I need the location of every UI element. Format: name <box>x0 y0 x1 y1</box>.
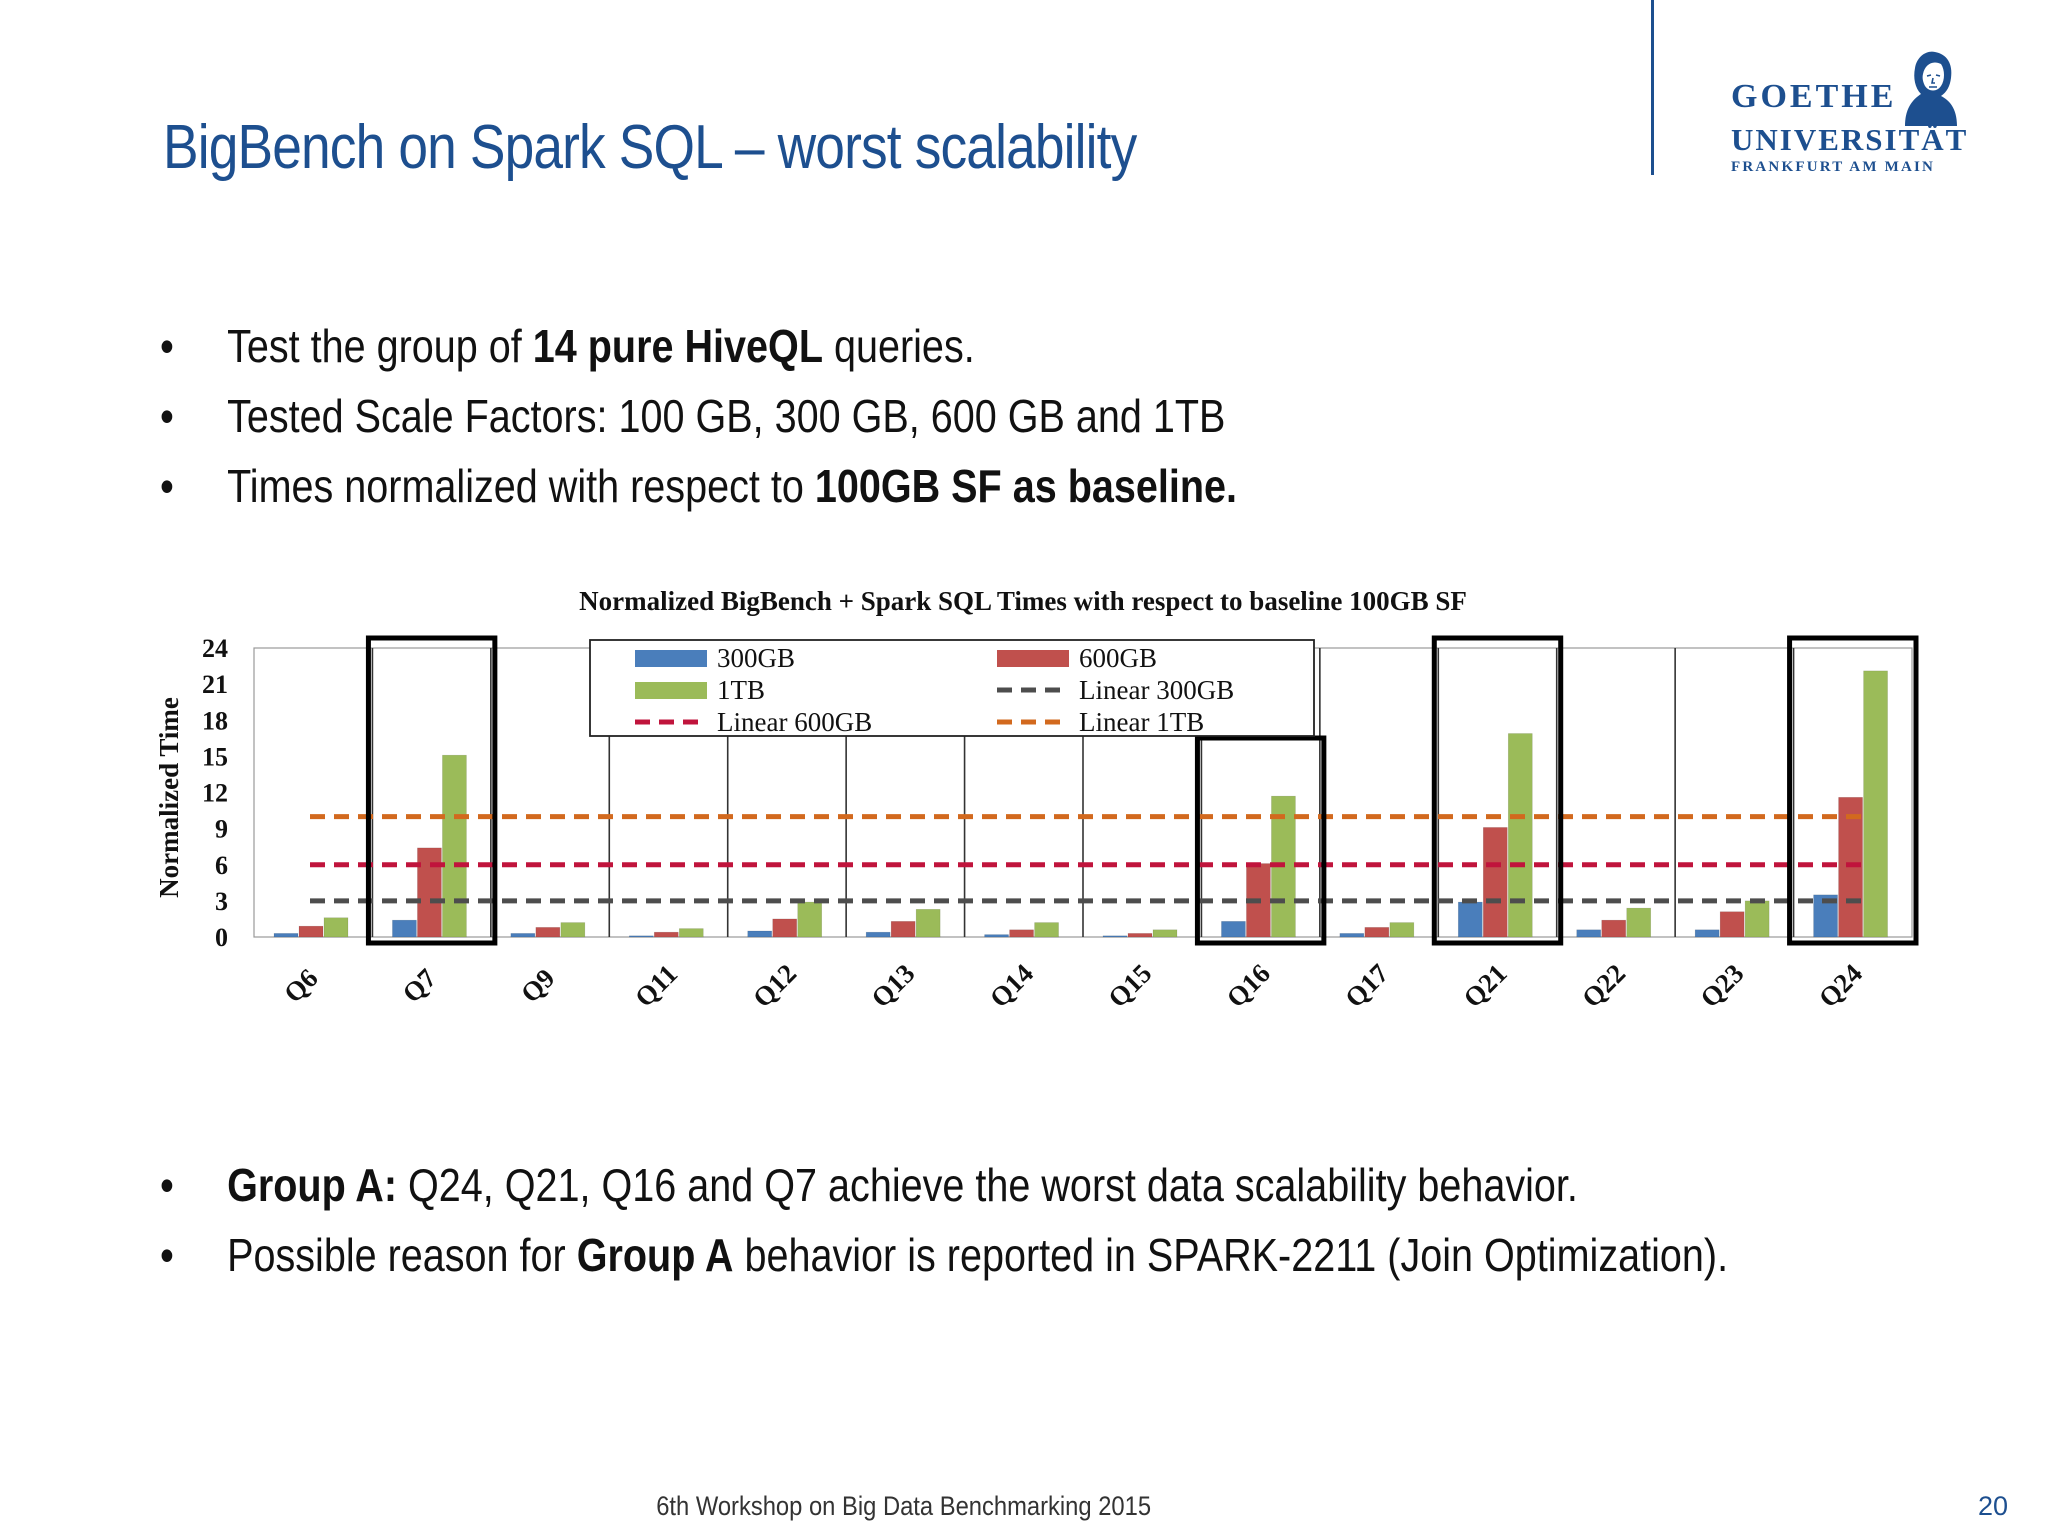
bar-1tb <box>1626 907 1652 938</box>
normalized-times-chart: Normalized BigBench + Spark SQL Times wi… <box>154 586 1919 1013</box>
bullet-item: Possible reason for Group A behavior is … <box>160 1220 1728 1290</box>
chart-title: Normalized BigBench + Spark SQL Times wi… <box>579 586 1467 616</box>
bar-300gb <box>984 934 1009 938</box>
x-tick-label: Q21 <box>1458 958 1513 1013</box>
bar-600gb <box>772 918 798 938</box>
bar-1tb <box>323 917 349 938</box>
bar-600gb <box>1719 911 1745 938</box>
bar-300gb <box>747 930 773 938</box>
bar-1tb <box>1744 900 1770 938</box>
bar-1tb <box>1152 929 1178 938</box>
slide-title: BigBench on Spark SQL – worst scalabilit… <box>163 113 1137 182</box>
x-tick-label: Q15 <box>1102 958 1157 1013</box>
bar-600gb <box>1009 929 1034 938</box>
legend-key-300gb <box>635 650 707 667</box>
bar-1tb <box>1034 922 1059 938</box>
footer-text: 6th Workshop on Big Data Benchmarking 20… <box>656 1491 1152 1521</box>
bullet-item: Group A: Q24, Q21, Q16 and Q7 achieve th… <box>160 1150 1728 1220</box>
x-tick-label: Q11 <box>629 959 683 1013</box>
bullet-item: Test the group of 14 pure HiveQL queries… <box>160 311 1237 381</box>
x-tick-label: Q16 <box>1221 958 1276 1013</box>
logo-line-universitaet: UNIVERSITÄT <box>1731 122 1969 157</box>
y-tick-label: 24 <box>202 634 228 663</box>
legend-key-1tb <box>635 682 707 699</box>
x-tick-label: Q23 <box>1694 958 1749 1013</box>
y-tick-label: 9 <box>215 815 228 844</box>
bar-1tb <box>678 928 704 938</box>
bullet-item: Times normalized with respect to 100GB S… <box>160 451 1237 521</box>
bullet-list-bottom: Group A: Q24, Q21, Q16 and Q7 achieve th… <box>160 1150 1983 1290</box>
legend-box <box>589 639 1315 737</box>
y-tick-label: 18 <box>202 706 228 735</box>
legend-label: 600GB <box>1079 643 1157 673</box>
x-tick-label: Q12 <box>747 958 802 1013</box>
bar-600gb <box>1364 927 1390 938</box>
legend-label: 1TB <box>717 675 765 705</box>
bar-1tb <box>1863 670 1888 938</box>
legend-label: Linear 300GB <box>1079 675 1234 705</box>
x-tick-label: Q22 <box>1576 958 1631 1013</box>
university-logo: GOETHE UNIVERSITÄT FRANKFURT AM MAIN <box>1725 48 1969 178</box>
y-tick-label: 6 <box>215 851 228 880</box>
bar-600gb <box>535 927 561 938</box>
y-tick-label: 15 <box>202 742 228 771</box>
bar-1tb <box>797 901 823 938</box>
highlight-box-q7 <box>365 635 498 946</box>
bar-1tb <box>1507 733 1533 938</box>
bar-300gb <box>865 931 891 938</box>
bar-600gb <box>1482 827 1508 938</box>
y-tick-label: 3 <box>215 887 228 916</box>
x-tick-label: Q13 <box>865 958 920 1013</box>
x-tick-label: Q24 <box>1813 958 1868 1013</box>
x-tick-label: Q6 <box>278 963 324 1009</box>
bar-600gb <box>653 931 679 938</box>
bar-300gb <box>510 933 536 938</box>
y-axis-label: Normalized Time <box>154 697 184 898</box>
bar-300gb <box>1339 933 1365 938</box>
logo-line-frankfurt: FRANKFURT AM MAIN <box>1731 159 1936 175</box>
logo-line-goethe: GOETHE <box>1731 78 1897 115</box>
bar-300gb <box>628 935 654 938</box>
y-tick-label: 21 <box>202 670 228 699</box>
bar-300gb <box>1457 901 1483 938</box>
bar-600gb <box>298 925 324 938</box>
bar-600gb <box>1601 919 1627 938</box>
legend-key-600gb <box>997 650 1069 667</box>
bar-300gb <box>392 919 417 938</box>
y-tick-label: 12 <box>202 779 228 808</box>
bar-1tb <box>442 754 467 938</box>
y-tick-label: 0 <box>215 923 228 952</box>
bar-300gb <box>1576 929 1602 938</box>
x-tick-label: Q17 <box>1339 958 1394 1013</box>
header-divider <box>1651 0 1654 175</box>
bar-300gb <box>1102 935 1128 938</box>
bar-1tb <box>560 922 586 938</box>
bullet-list-top: Test the group of 14 pure HiveQL queries… <box>160 311 1412 521</box>
bar-300gb <box>273 933 299 938</box>
bar-600gb <box>1127 933 1153 938</box>
page-number: 20 <box>1977 1491 2008 1521</box>
highlight-box-q24 <box>1787 635 1919 946</box>
bar-300gb <box>1694 929 1720 938</box>
x-tick-label: Q14 <box>984 958 1039 1013</box>
goethe-portrait-icon <box>1905 51 1957 126</box>
highlight-box-q21 <box>1431 635 1564 946</box>
bar-600gb <box>417 847 442 938</box>
bar-300gb <box>1221 921 1246 938</box>
legend-label: Linear 1TB <box>1079 707 1204 737</box>
bullet-item: Tested Scale Factors: 100 GB, 300 GB, 60… <box>160 381 1237 451</box>
bar-600gb <box>890 921 916 938</box>
x-tick-label: Q7 <box>396 963 442 1009</box>
bar-1tb <box>1389 922 1415 938</box>
legend-label: Linear 600GB <box>717 707 872 737</box>
legend-label: 300GB <box>717 643 795 673</box>
bar-1tb <box>915 909 941 938</box>
highlight-box-q16 <box>1194 735 1327 946</box>
x-tick-label: Q9 <box>515 963 561 1009</box>
